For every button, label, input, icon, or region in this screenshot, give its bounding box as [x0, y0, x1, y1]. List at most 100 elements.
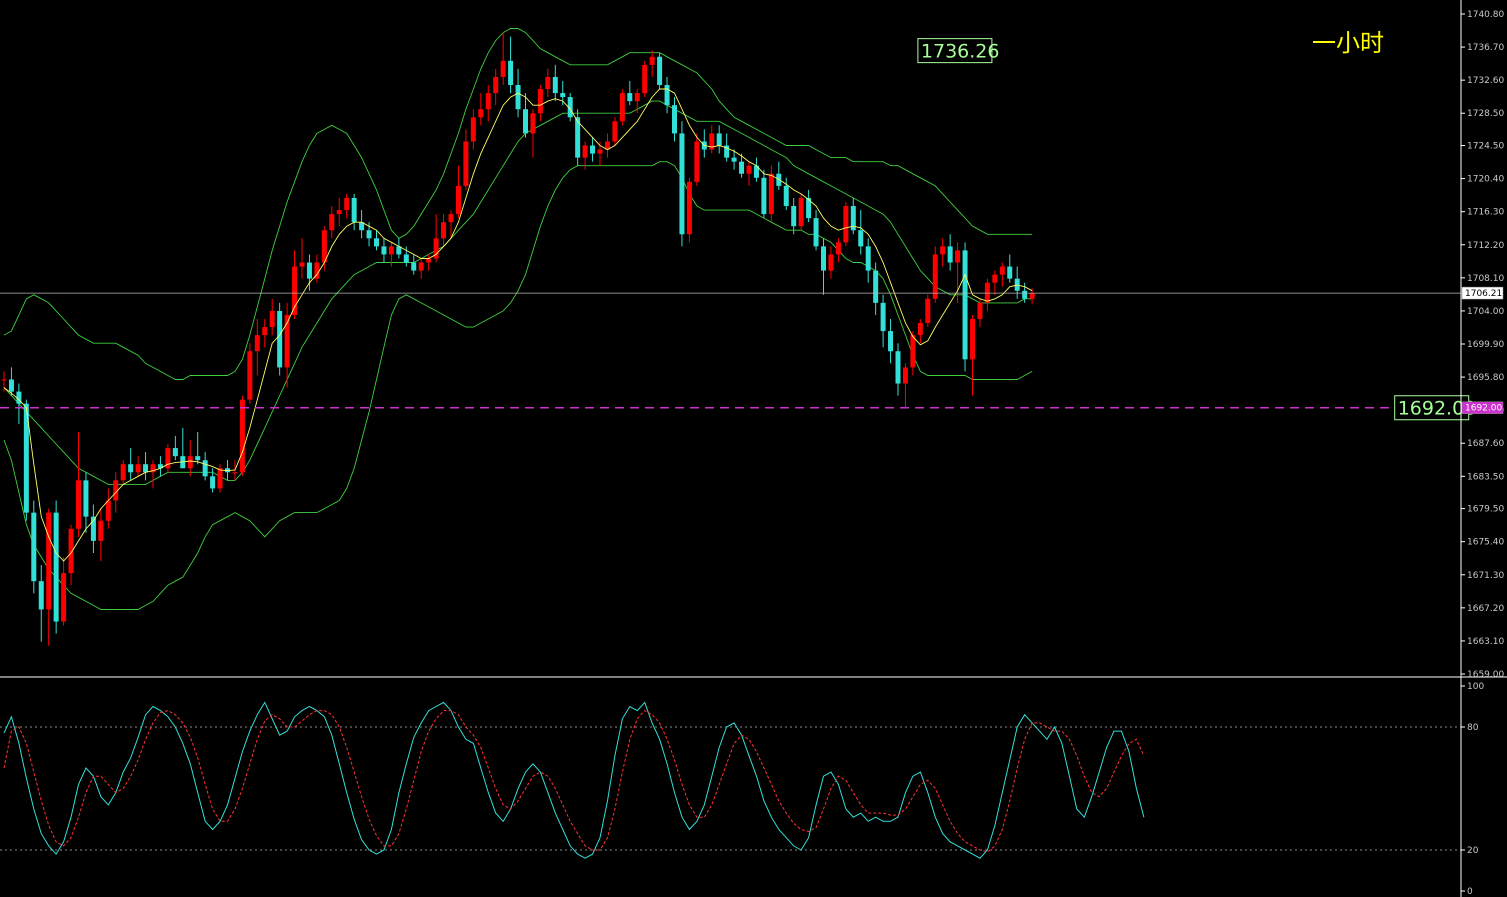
moving-average — [3, 88, 1033, 562]
candle-body — [321, 230, 327, 263]
price-tick-label: 1659.00 — [1467, 670, 1504, 680]
candle-body — [478, 109, 484, 118]
candle-body — [686, 181, 692, 235]
candle-body — [523, 109, 528, 134]
candle-body — [247, 351, 253, 400]
price-tick-label: 1732.60 — [1467, 76, 1504, 86]
candle-body — [157, 464, 163, 469]
candle-body — [210, 476, 216, 489]
candle-body — [649, 56, 655, 65]
oscillator-tick-label: 0 — [1467, 887, 1473, 897]
candle-body — [597, 149, 603, 154]
candle-body — [761, 177, 767, 215]
candle-body — [850, 206, 856, 231]
candle-body — [83, 480, 89, 517]
candle-body — [977, 302, 983, 319]
ma-line — [3, 88, 1033, 562]
price-panel: 1736.26 1692.00 一小时 — [0, 28, 1477, 646]
price-tick-label: 1724.50 — [1467, 142, 1504, 152]
candle-body — [843, 206, 849, 243]
price-tick-label: 1728.50 — [1467, 109, 1504, 119]
candle-body — [150, 464, 156, 473]
candle-body — [783, 185, 789, 207]
candle-body — [500, 60, 506, 77]
candle-body — [679, 133, 685, 235]
candle-body — [962, 250, 968, 360]
candle-body — [999, 266, 1005, 275]
candle-body — [292, 266, 298, 315]
price-tick-label: 1720.40 — [1467, 175, 1504, 185]
candle-body — [828, 254, 834, 271]
price-tick-label: 1695.80 — [1467, 373, 1504, 383]
candle-body — [135, 464, 141, 473]
candle-body — [880, 302, 886, 332]
candle-body — [262, 327, 268, 336]
candle-body — [336, 210, 342, 215]
candle-body — [217, 468, 223, 489]
candle-body — [798, 197, 804, 227]
candle-body — [858, 230, 864, 247]
candle-body — [925, 298, 931, 324]
oscillator-tick-label: 20 — [1467, 846, 1479, 856]
candle-body — [835, 242, 841, 255]
candle-body — [76, 480, 81, 529]
candle-body — [709, 133, 715, 150]
candle-body — [16, 391, 22, 404]
candle-body — [172, 448, 178, 457]
candlesticks — [1, 32, 1035, 646]
candle-body — [895, 351, 901, 384]
candle-body — [470, 117, 476, 142]
candle-body — [68, 528, 74, 574]
annotation-box — [917, 38, 993, 64]
bollinger-lower-line — [3, 161, 1033, 610]
current-price-tag-bg — [1461, 286, 1504, 300]
candle-body — [105, 500, 111, 521]
oscillator-tick-label: 80 — [1467, 723, 1479, 733]
price-tick-label: 1667.20 — [1467, 604, 1504, 614]
candle-body — [8, 379, 14, 392]
candle-body — [366, 230, 372, 239]
candle-body — [821, 246, 826, 271]
candle-body — [448, 214, 454, 223]
candle-body — [917, 323, 923, 336]
candle-body — [508, 60, 514, 86]
price-tick-label: 1671.30 — [1467, 571, 1504, 581]
price-tick-label: 1716.30 — [1467, 208, 1504, 218]
candle-body — [560, 93, 566, 98]
candle-body — [388, 246, 394, 255]
candle-body — [791, 206, 797, 227]
candle-body — [98, 520, 104, 541]
candle-body — [306, 262, 312, 279]
candle-body — [426, 258, 432, 263]
oscillator-k-line — [3, 701, 1145, 859]
annotation-label: 1692.00 — [1398, 398, 1477, 420]
candle-body — [329, 214, 335, 231]
candle-body — [992, 274, 998, 283]
candle-body — [634, 93, 640, 102]
candle-body — [731, 157, 737, 162]
candle-body — [806, 197, 812, 219]
candle-body — [672, 105, 677, 134]
candle-body — [590, 145, 596, 154]
candle-body — [143, 464, 149, 473]
candle-body — [865, 246, 871, 271]
oscillator-d-line — [3, 709, 1145, 853]
oscillator-tick-label: 100 — [1467, 682, 1484, 692]
support-level-tag-bg — [1461, 401, 1504, 414]
bollinger-upper-line — [3, 28, 1033, 380]
candle-body — [724, 145, 730, 158]
candle-body — [187, 456, 193, 469]
price-annotations: 1736.26 1692.00 — [917, 38, 1477, 421]
price-tick-label: 1704.00 — [1467, 307, 1504, 317]
candle-body — [493, 76, 499, 94]
candle-body — [485, 93, 491, 110]
candle-body — [1, 379, 7, 381]
price-tick-label: 1683.50 — [1467, 472, 1504, 482]
candle-body — [46, 512, 52, 610]
candle-body — [888, 331, 894, 352]
candle-body — [38, 581, 44, 610]
candle-body — [455, 185, 461, 215]
candle-body — [396, 246, 402, 255]
candle-body — [441, 222, 447, 239]
